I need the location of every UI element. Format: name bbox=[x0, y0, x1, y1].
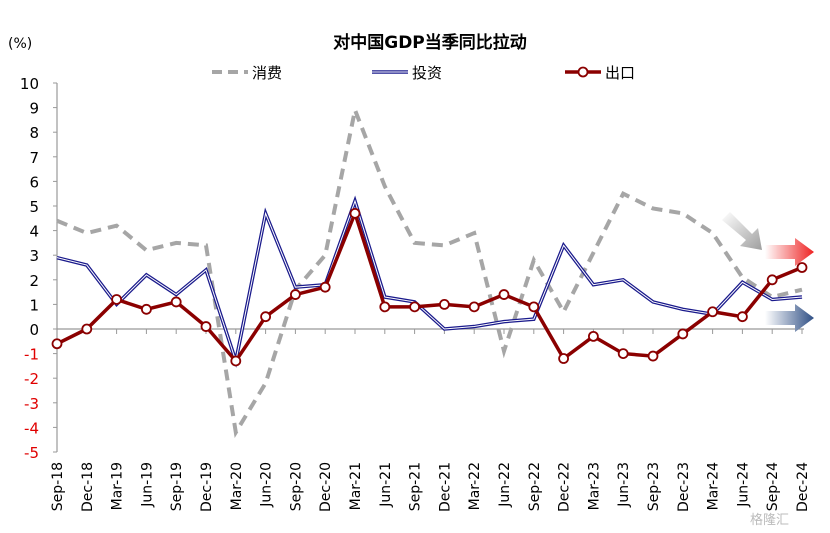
x-tick-label: Dec-19 bbox=[199, 462, 215, 512]
x-tick-label: Mar-19 bbox=[110, 462, 126, 510]
y-tick-label: 0 bbox=[29, 321, 39, 339]
x-tick-label: Dec-22 bbox=[557, 462, 573, 512]
x-tick-label: Jun-24 bbox=[735, 462, 751, 508]
trend-arrows bbox=[722, 212, 814, 332]
export-point bbox=[379, 301, 391, 313]
x-tick-label: Sep-24 bbox=[765, 462, 781, 511]
x-tick-label: Jun-19 bbox=[139, 462, 155, 508]
chart-title: 对中国GDP当季同比拉动 bbox=[333, 32, 527, 53]
export-point bbox=[200, 321, 212, 332]
export-point bbox=[617, 348, 629, 360]
legend-label: 出口 bbox=[605, 64, 635, 82]
legend-export-marker bbox=[577, 66, 589, 78]
y-tick-label: -3 bbox=[24, 395, 39, 413]
x-tick-label: Dec-23 bbox=[676, 462, 692, 512]
y-tick-label: 9 bbox=[29, 100, 39, 118]
export-point bbox=[319, 281, 331, 293]
x-tick-label: Dec-18 bbox=[80, 462, 96, 512]
x-tick-label: Jun-20 bbox=[259, 462, 275, 508]
x-tick-label: Mar-20 bbox=[229, 462, 245, 510]
x-tick-label: Sep-21 bbox=[408, 462, 424, 511]
consumption-line bbox=[56, 103, 803, 439]
export-point bbox=[170, 296, 182, 308]
legend-label: 消费 bbox=[252, 64, 282, 82]
x-tick-label: Mar-24 bbox=[706, 462, 722, 510]
legend-label: 投资 bbox=[412, 64, 442, 82]
legend: 消费 投资 出口 bbox=[212, 64, 635, 82]
export-point bbox=[289, 289, 301, 300]
export-point bbox=[468, 301, 480, 313]
export-point bbox=[260, 311, 272, 323]
export-point bbox=[796, 262, 808, 273]
export-point bbox=[588, 330, 599, 342]
y-axis-unit: (%) bbox=[8, 36, 32, 52]
export-point bbox=[349, 207, 361, 219]
y-tick-label: 8 bbox=[29, 124, 39, 142]
export-point bbox=[498, 289, 510, 300]
export-point bbox=[140, 303, 152, 315]
export-point bbox=[737, 311, 748, 323]
x-tick-label: Mar-23 bbox=[586, 462, 602, 510]
x-tick-label: Jun-21 bbox=[378, 462, 394, 508]
x-tick-label: Mar-21 bbox=[348, 462, 364, 510]
x-tick-label: Sep-22 bbox=[527, 462, 543, 511]
y-tick-label: -2 bbox=[24, 370, 39, 388]
export-line bbox=[56, 208, 803, 364]
export-point bbox=[707, 306, 718, 318]
y-tick-label: 1 bbox=[29, 296, 39, 314]
y-tick-label: 5 bbox=[29, 198, 39, 216]
investment-line-inner bbox=[56, 199, 803, 363]
watermark: 格隆汇 bbox=[750, 512, 789, 528]
export-point bbox=[111, 294, 122, 305]
export-point bbox=[677, 328, 689, 340]
consumption-down-arrow bbox=[722, 212, 762, 250]
x-tick-label: Sep-20 bbox=[288, 462, 304, 511]
export-up-arrow bbox=[765, 238, 814, 266]
export-point bbox=[438, 298, 450, 310]
y-tick-label: -5 bbox=[24, 444, 39, 462]
x-tick-label: Jun-22 bbox=[497, 462, 513, 508]
x-tick-label: Sep-23 bbox=[646, 462, 662, 511]
investment-line bbox=[56, 195, 803, 368]
x-tick-label: Sep-19 bbox=[169, 462, 185, 511]
export-point bbox=[766, 274, 778, 286]
series-group bbox=[51, 103, 808, 439]
y-tick-label: 4 bbox=[29, 223, 39, 241]
export-point bbox=[230, 355, 242, 367]
x-tick-label: Dec-24 bbox=[795, 462, 811, 512]
export-point bbox=[81, 323, 93, 335]
x-tick-label: Sep-18 bbox=[50, 462, 66, 511]
axes: -5 -4 -3 -2 -1 0 1 2 3 4 5 6 7 8 9 10 Sep-18 Dec-18 Mar-19… bbox=[20, 75, 811, 512]
y-tick-label: 7 bbox=[29, 149, 39, 167]
export-point bbox=[409, 301, 421, 313]
y-tick-label: 2 bbox=[29, 272, 39, 290]
y-tick-label: 10 bbox=[20, 75, 39, 93]
y-tick-label: 6 bbox=[29, 173, 39, 191]
y-tick-label: -4 bbox=[24, 419, 39, 437]
x-tick-label: Mar-22 bbox=[467, 462, 483, 510]
x-tick-label: Jun-23 bbox=[616, 462, 632, 508]
export-point bbox=[558, 353, 569, 364]
export-point bbox=[51, 338, 63, 350]
x-tick-label: Dec-21 bbox=[437, 462, 453, 512]
x-tick-label: Dec-20 bbox=[318, 462, 334, 512]
y-tick-label: -1 bbox=[24, 346, 39, 364]
export-point bbox=[647, 350, 659, 362]
y-tick-label: 3 bbox=[29, 247, 39, 265]
export-point bbox=[528, 301, 540, 313]
investment-flat-arrow bbox=[765, 304, 814, 332]
